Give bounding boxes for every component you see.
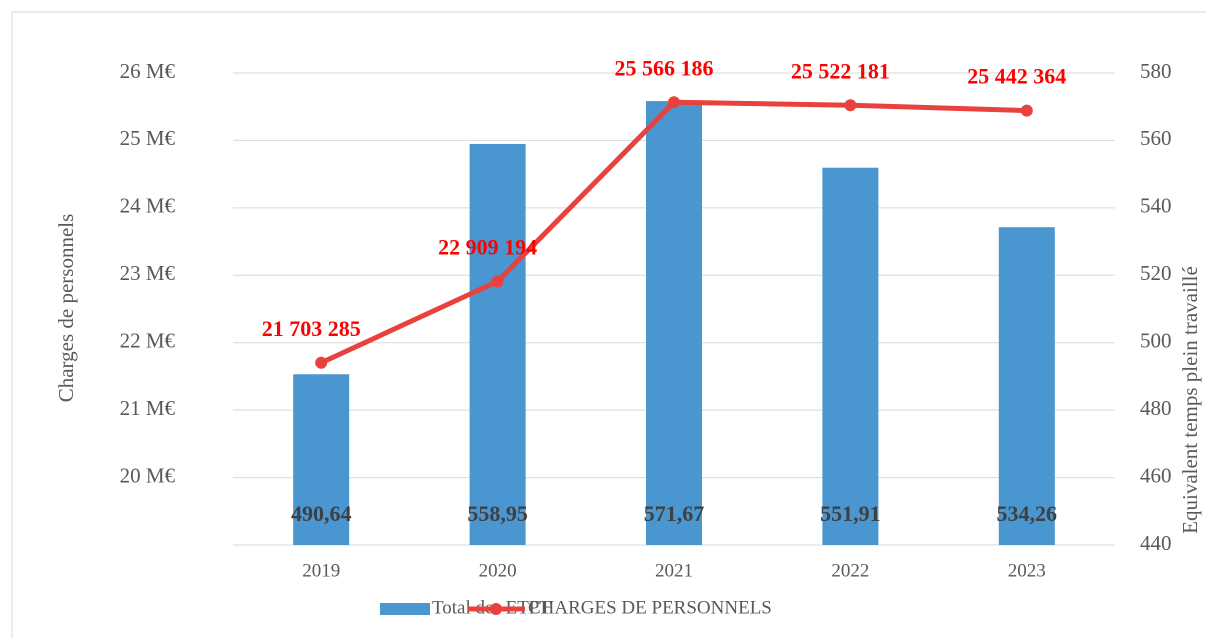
y2-tick-label: 540 xyxy=(1140,194,1172,218)
line-marker xyxy=(844,99,857,112)
bar-value-label: 551,91 xyxy=(820,501,881,526)
bar-value-label: 490,64 xyxy=(291,501,352,526)
line-marker xyxy=(491,275,504,288)
bar-value-label: 571,67 xyxy=(644,501,705,526)
line-value-label: 25 442 364 xyxy=(967,64,1066,89)
x-tick-label: 2020 xyxy=(479,560,517,581)
bar xyxy=(293,374,350,545)
y2-tick-label: 440 xyxy=(1140,531,1172,555)
y-tick-label: 20 M€ xyxy=(120,463,176,487)
y-tick-label: 26 M€ xyxy=(120,59,176,83)
y2-tick-label: 460 xyxy=(1140,463,1172,487)
y-axis-title: Charges de personnels xyxy=(54,214,78,403)
y-tick-label: 21 M€ xyxy=(120,396,176,420)
y2-tick-label: 560 xyxy=(1140,126,1172,150)
line-marker xyxy=(1020,104,1033,117)
y2-axis-title: Equivalent temps plein travaillé xyxy=(1178,266,1202,534)
bar xyxy=(822,167,879,545)
x-tick-label: 2019 xyxy=(302,560,340,581)
chart-frame xyxy=(11,11,1206,638)
bar-value-label: 534,26 xyxy=(997,501,1058,526)
y2-tick-label: 520 xyxy=(1140,261,1172,285)
line-marker xyxy=(315,356,328,369)
y-tick-label: 25 M€ xyxy=(120,126,176,150)
x-tick-label: 2023 xyxy=(1008,560,1046,581)
line-value-label: 25 522 181 xyxy=(791,58,890,83)
y-tick-label: 23 M€ xyxy=(120,261,176,285)
y-tick-label: 22 M€ xyxy=(120,329,176,353)
x-tick-label: 2021 xyxy=(655,560,693,581)
line-marker xyxy=(668,96,680,109)
bar xyxy=(469,143,526,545)
line-value-label: 22 909 194 xyxy=(438,234,537,259)
legend-marker xyxy=(490,603,502,615)
y2-tick-label: 580 xyxy=(1140,59,1172,83)
bar xyxy=(998,227,1055,545)
y2-tick-label: 500 xyxy=(1140,329,1172,353)
legend-swatch xyxy=(380,603,430,615)
y-tick-label: 24 M€ xyxy=(120,194,176,218)
bar xyxy=(646,101,702,546)
line-value-label: 25 566 186 xyxy=(615,55,714,80)
y2-tick-label: 480 xyxy=(1140,396,1172,420)
line-value-label: 21 703 285 xyxy=(262,316,361,341)
legend-label: CHARGES DE PERSONNELS xyxy=(528,597,772,618)
bar-value-label: 558,95 xyxy=(467,501,528,526)
x-tick-label: 2022 xyxy=(831,560,869,581)
